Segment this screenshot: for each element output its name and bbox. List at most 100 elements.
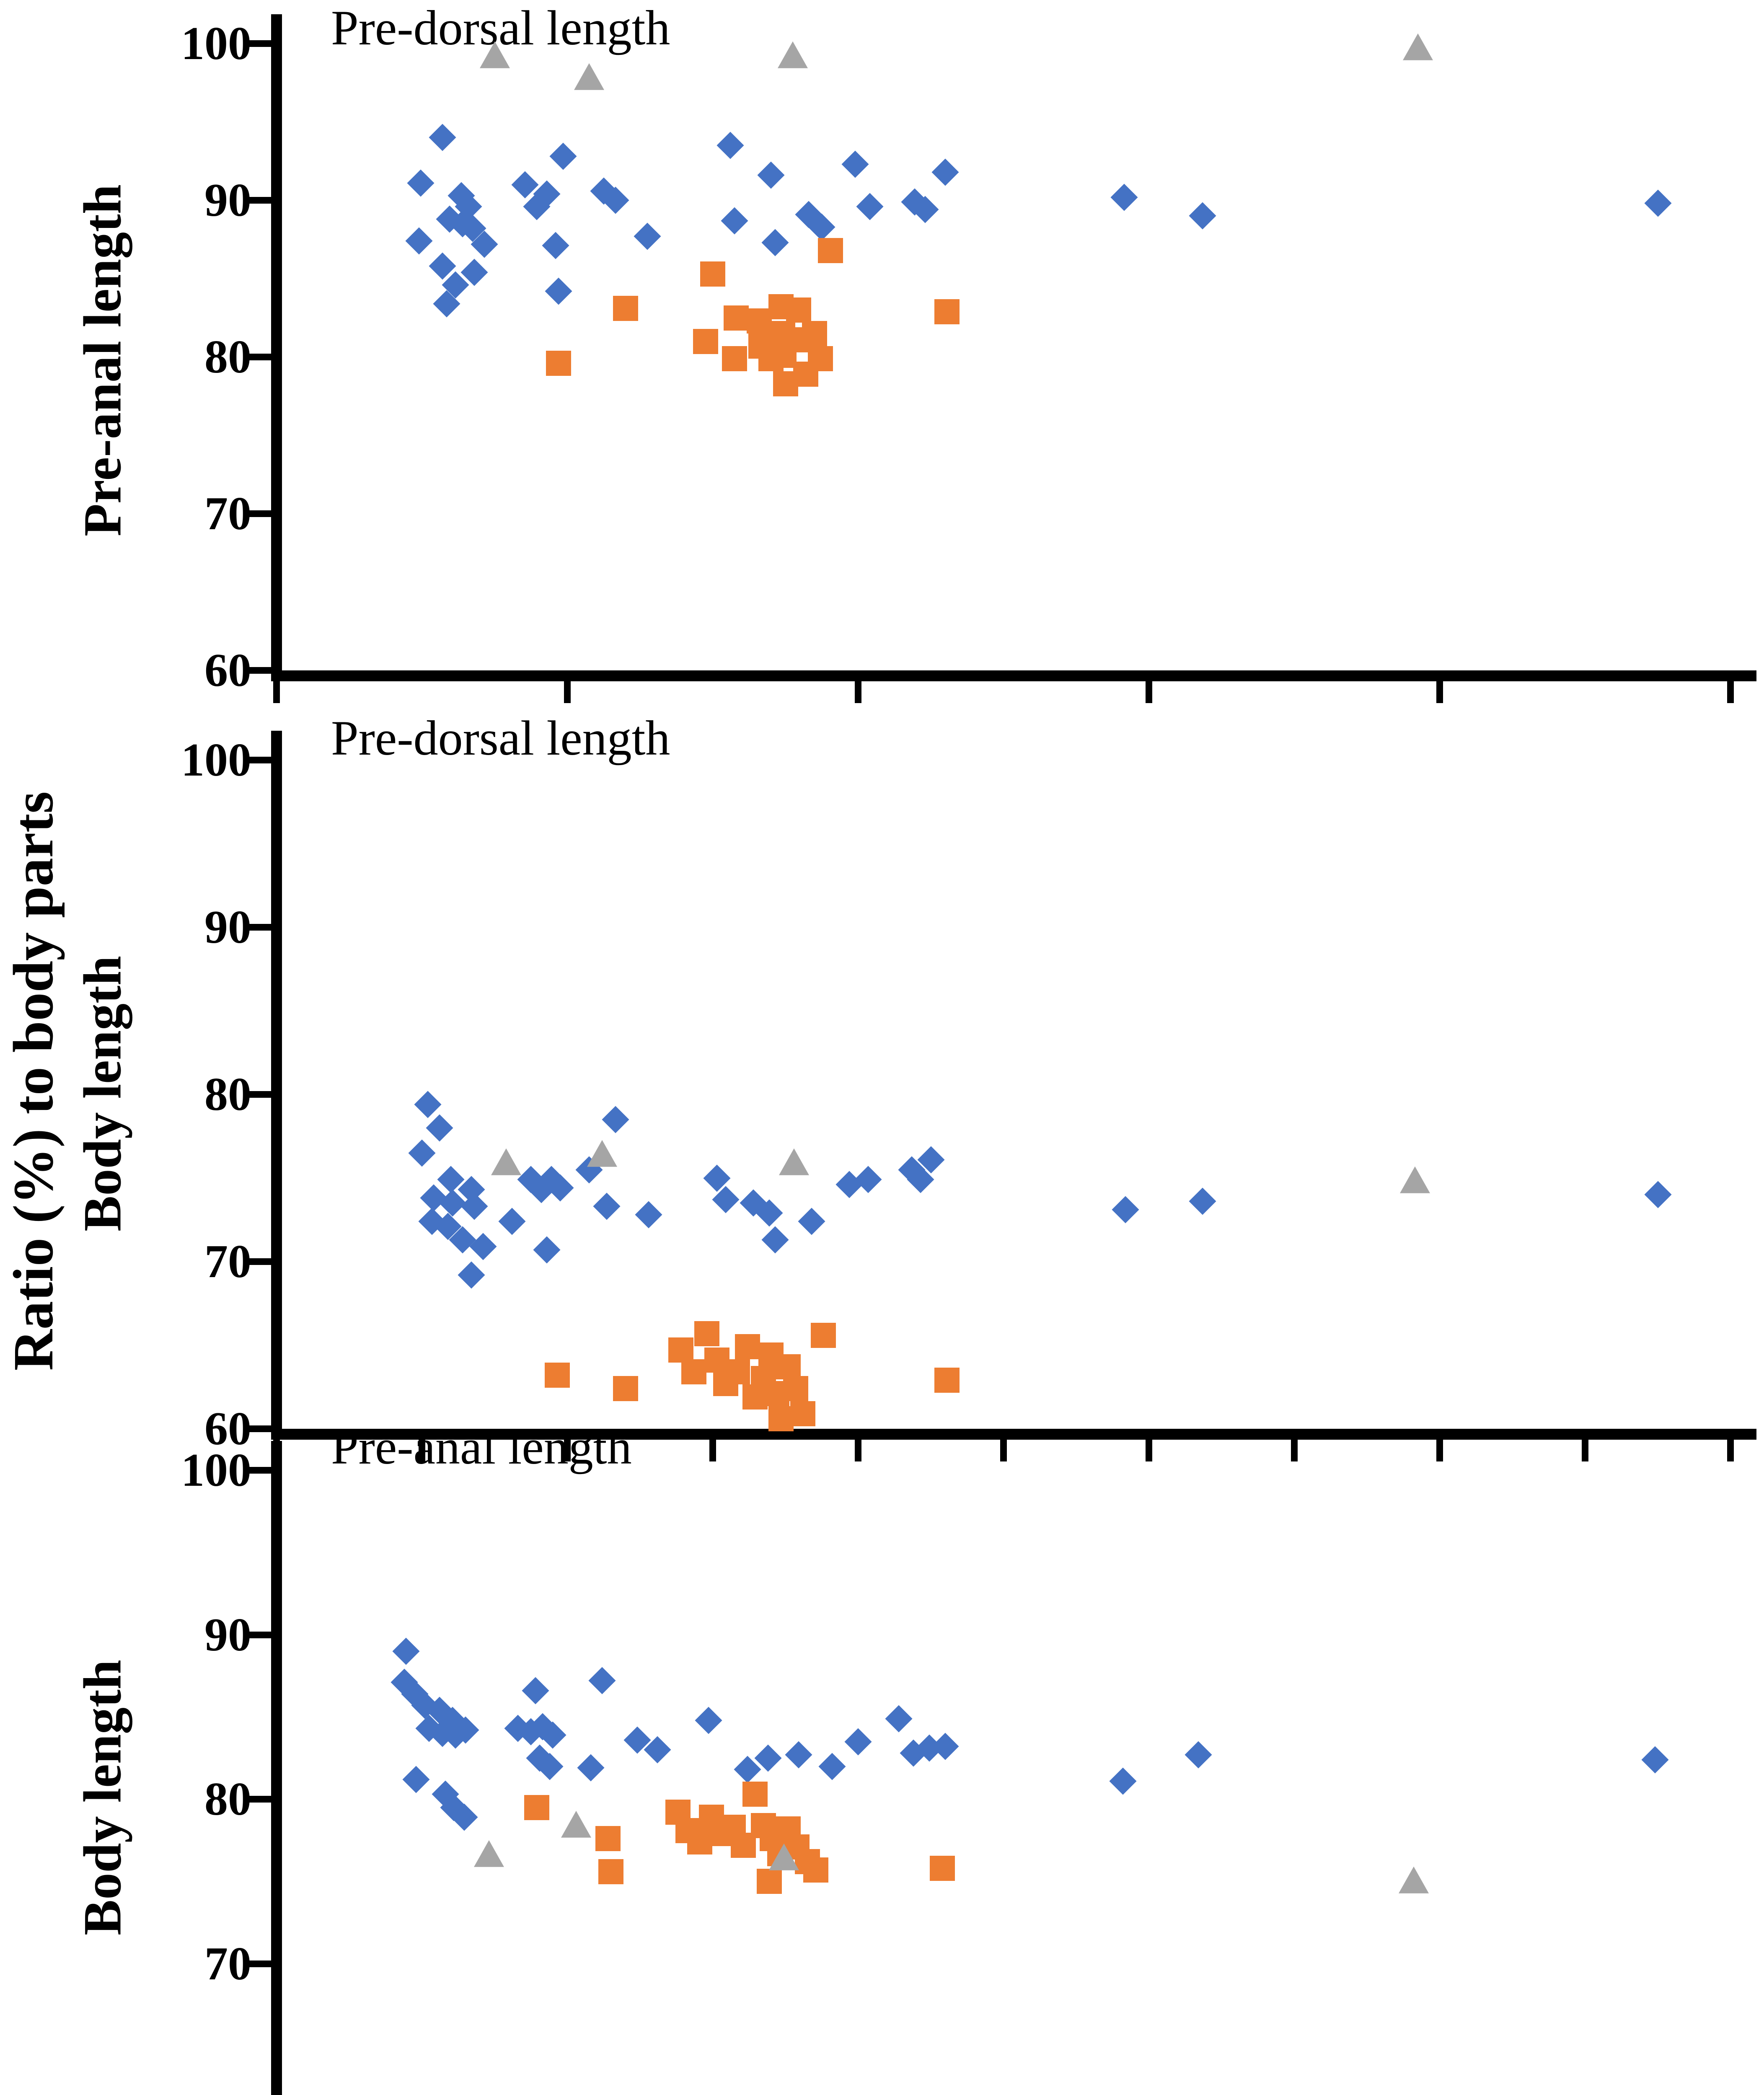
- data-point-leucosoma: [593, 1192, 621, 1220]
- data-point-parasalanx: [479, 41, 510, 68]
- data-point-leucosoma: [634, 222, 661, 250]
- data-point-neosalanx: [807, 346, 833, 371]
- data-point-leucosoma: [841, 150, 869, 178]
- data-point-neosalanx: [544, 1363, 570, 1388]
- data-point-neosalanx: [934, 1368, 960, 1393]
- x-tick: [1436, 1440, 1443, 1461]
- data-point-leucosoma: [392, 1637, 420, 1665]
- data-point-leucosoma: [1109, 1767, 1137, 1795]
- y-tick-label: 80: [204, 1068, 251, 1120]
- data-point-leucosoma: [1644, 1181, 1672, 1208]
- y-tick: [249, 1091, 271, 1098]
- data-point-neosalanx: [595, 1826, 621, 1852]
- data-point-neosalanx: [747, 308, 772, 334]
- x-tick: [855, 681, 861, 703]
- data-point-leucosoma: [635, 1201, 662, 1229]
- data-point-neosalanx: [783, 1376, 808, 1402]
- data-point-neosalanx: [546, 350, 572, 376]
- y-tick: [249, 667, 271, 674]
- data-point-neosalanx: [803, 1857, 829, 1883]
- y-tick-label: 90: [204, 901, 251, 953]
- data-point-parasalanx: [473, 1840, 504, 1867]
- data-point-neosalanx: [613, 296, 638, 321]
- x-tick: [1582, 1440, 1588, 1461]
- y-tick-label: 100: [181, 734, 251, 786]
- y-tick-label: 60: [204, 1403, 251, 1455]
- data-point-leucosoma: [931, 158, 959, 186]
- data-point-neosalanx: [802, 321, 827, 346]
- x-tick: [564, 1440, 571, 1461]
- data-point-neosalanx: [810, 1322, 836, 1348]
- y-tick-label: 70: [204, 1937, 251, 1990]
- x-tick: [1436, 681, 1443, 703]
- y-tick: [249, 1467, 271, 1474]
- data-point-neosalanx: [613, 1376, 638, 1402]
- data-point-leucosoma: [1189, 1187, 1216, 1215]
- y-tick: [249, 1631, 271, 1638]
- y-axis-line: [271, 1441, 282, 2095]
- data-point-leucosoma: [408, 1139, 436, 1167]
- x-tick: [709, 1440, 716, 1461]
- data-point-leucosoma: [1110, 183, 1138, 211]
- data-point-leucosoma: [1189, 202, 1216, 230]
- x-tick: [564, 681, 571, 703]
- data-point-neosalanx: [694, 1321, 720, 1346]
- y-tick: [249, 40, 271, 47]
- data-point-leucosoma: [1644, 189, 1672, 217]
- data-point-parasalanx: [561, 1810, 591, 1838]
- data-point-leucosoma: [498, 1208, 526, 1235]
- data-point-leucosoma: [405, 227, 433, 255]
- x-tick: [1727, 681, 1734, 703]
- data-point-leucosoma: [402, 1766, 430, 1793]
- y-tick-label: 80: [204, 1773, 251, 1825]
- y-tick-label: 90: [204, 1609, 251, 1661]
- x-axis-line: [271, 670, 1756, 681]
- y-tick-label: 70: [204, 1236, 251, 1288]
- y-tick: [249, 757, 271, 763]
- x-tick: [1146, 681, 1152, 703]
- data-point-leucosoma: [458, 1261, 485, 1289]
- y-tick: [249, 510, 271, 517]
- data-point-neosalanx: [742, 1782, 768, 1807]
- x-tick: [273, 681, 280, 703]
- data-point-neosalanx: [930, 1855, 955, 1881]
- data-point-leucosoma: [818, 1752, 846, 1780]
- data-point-parasalanx: [1400, 1166, 1430, 1194]
- x-tick: [1146, 1440, 1152, 1461]
- y-tick: [249, 354, 271, 360]
- data-point-neosalanx: [693, 328, 718, 354]
- data-point-neosalanx: [681, 1359, 706, 1385]
- x-tick: [1000, 1440, 1007, 1461]
- x-tick: [1727, 1440, 1734, 1461]
- data-point-leucosoma: [533, 1236, 561, 1264]
- y-axis-line: [271, 14, 282, 681]
- data-point-leucosoma: [1641, 1746, 1669, 1774]
- data-point-neosalanx: [818, 238, 843, 263]
- y-tick: [249, 924, 271, 931]
- data-point-leucosoma: [761, 229, 789, 256]
- data-point-leucosoma: [931, 1733, 959, 1760]
- y-tick-label: 70: [204, 488, 251, 540]
- data-point-leucosoma: [545, 277, 572, 305]
- data-point-leucosoma: [844, 1728, 872, 1756]
- data-point-parasalanx: [491, 1148, 522, 1175]
- data-point-leucosoma: [542, 232, 569, 259]
- data-point-neosalanx: [790, 1401, 816, 1427]
- data-point-neosalanx: [776, 1354, 801, 1380]
- data-point-leucosoma: [856, 193, 884, 220]
- data-point-neosalanx: [757, 1869, 782, 1894]
- data-point-leucosoma: [761, 1226, 789, 1254]
- data-point-neosalanx: [735, 1334, 760, 1360]
- data-point-neosalanx: [722, 346, 748, 371]
- data-point-leucosoma: [588, 1667, 616, 1694]
- data-point-leucosoma: [426, 1114, 453, 1142]
- data-point-neosalanx: [724, 1359, 750, 1385]
- data-point-leucosoma: [885, 1705, 913, 1733]
- data-point-leucosoma: [798, 1208, 825, 1235]
- data-point-leucosoma: [695, 1707, 722, 1734]
- data-point-neosalanx: [723, 305, 749, 331]
- data-point-leucosoma: [522, 1677, 549, 1704]
- data-point-parasalanx: [779, 1148, 810, 1175]
- data-point-parasalanx: [1402, 34, 1433, 61]
- y-tick: [249, 1258, 271, 1265]
